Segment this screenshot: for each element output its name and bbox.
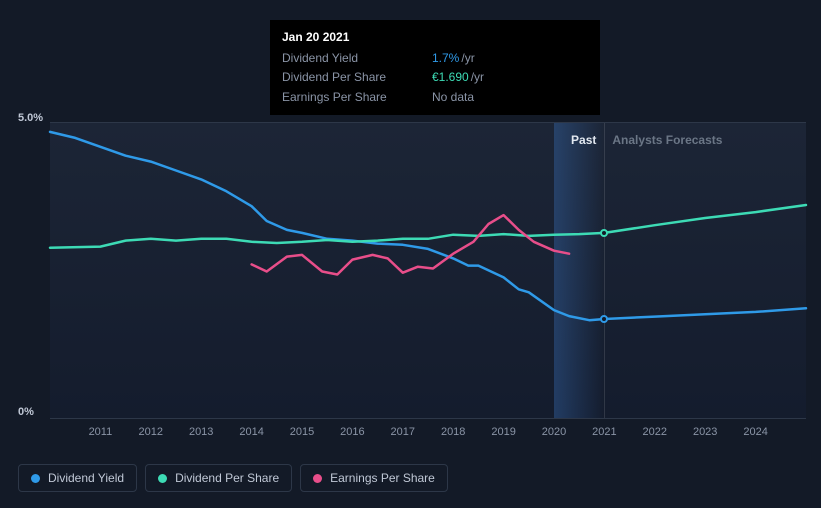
series-dividend-per-share bbox=[50, 205, 806, 248]
legend-dot bbox=[313, 474, 322, 483]
x-tick: 2019 bbox=[491, 426, 515, 438]
tooltip-date: Jan 20 2021 bbox=[282, 28, 588, 47]
marker-dividend-per-share bbox=[600, 229, 608, 237]
y-axis-max: 5.0% bbox=[18, 112, 43, 124]
legend-item-dividend-per-share[interactable]: Dividend Per Share bbox=[145, 464, 292, 492]
x-tick: 2013 bbox=[189, 426, 213, 438]
tooltip-row: Dividend Yield1.7% /yr bbox=[282, 49, 588, 68]
x-tick: 2011 bbox=[89, 426, 113, 438]
tooltip-row: Dividend Per Share€1.690 /yr bbox=[282, 68, 588, 87]
chart-container: 5.0% 0% Past Analysts Forecasts 2011 2012… bbox=[18, 98, 808, 448]
x-tick: 2020 bbox=[542, 426, 566, 438]
tooltip-label: Dividend Yield bbox=[282, 49, 432, 68]
tooltip-row: Earnings Per ShareNo data bbox=[282, 88, 588, 107]
tooltip-rows: Dividend Yield1.7% /yrDividend Per Share… bbox=[282, 49, 588, 107]
x-axis: 2011 2012 2013 2014 2015 2016 2017 2018 2019 2020… bbox=[50, 426, 806, 446]
tooltip-unit: /yr bbox=[471, 68, 484, 87]
x-tick: 2022 bbox=[643, 426, 667, 438]
tooltip-value: No data bbox=[432, 88, 474, 107]
plot-area[interactable]: Past Analysts Forecasts bbox=[50, 122, 806, 419]
series-dividend-yield bbox=[50, 132, 806, 320]
x-tick: 2017 bbox=[391, 426, 415, 438]
marker-dividend-yield bbox=[600, 315, 608, 323]
x-tick: 2015 bbox=[290, 426, 314, 438]
legend-dot bbox=[158, 474, 167, 483]
tooltip-unit: /yr bbox=[461, 49, 474, 68]
x-tick: 2021 bbox=[592, 426, 616, 438]
x-tick: 2012 bbox=[139, 426, 163, 438]
legend-item-dividend-yield[interactable]: Dividend Yield bbox=[18, 464, 137, 492]
tooltip-value: €1.690 bbox=[432, 68, 469, 87]
x-tick: 2016 bbox=[340, 426, 364, 438]
chart-tooltip: Jan 20 2021 Dividend Yield1.7% /yrDivide… bbox=[270, 20, 600, 115]
tooltip-label: Dividend Per Share bbox=[282, 68, 432, 87]
x-tick: 2014 bbox=[239, 426, 263, 438]
legend-label: Dividend Yield bbox=[48, 471, 124, 485]
legend: Dividend Yield Dividend Per Share Earnings… bbox=[18, 464, 448, 492]
legend-label: Dividend Per Share bbox=[175, 471, 279, 485]
x-tick: 2018 bbox=[441, 426, 465, 438]
legend-dot bbox=[31, 474, 40, 483]
x-tick: 2024 bbox=[743, 426, 767, 438]
legend-label: Earnings Per Share bbox=[330, 471, 435, 485]
tooltip-value: 1.7% bbox=[432, 49, 459, 68]
tooltip-label: Earnings Per Share bbox=[282, 88, 432, 107]
chart-lines bbox=[50, 123, 806, 418]
legend-item-earnings-per-share[interactable]: Earnings Per Share bbox=[300, 464, 448, 492]
x-tick: 2023 bbox=[693, 426, 717, 438]
y-axis-min: 0% bbox=[18, 406, 34, 418]
